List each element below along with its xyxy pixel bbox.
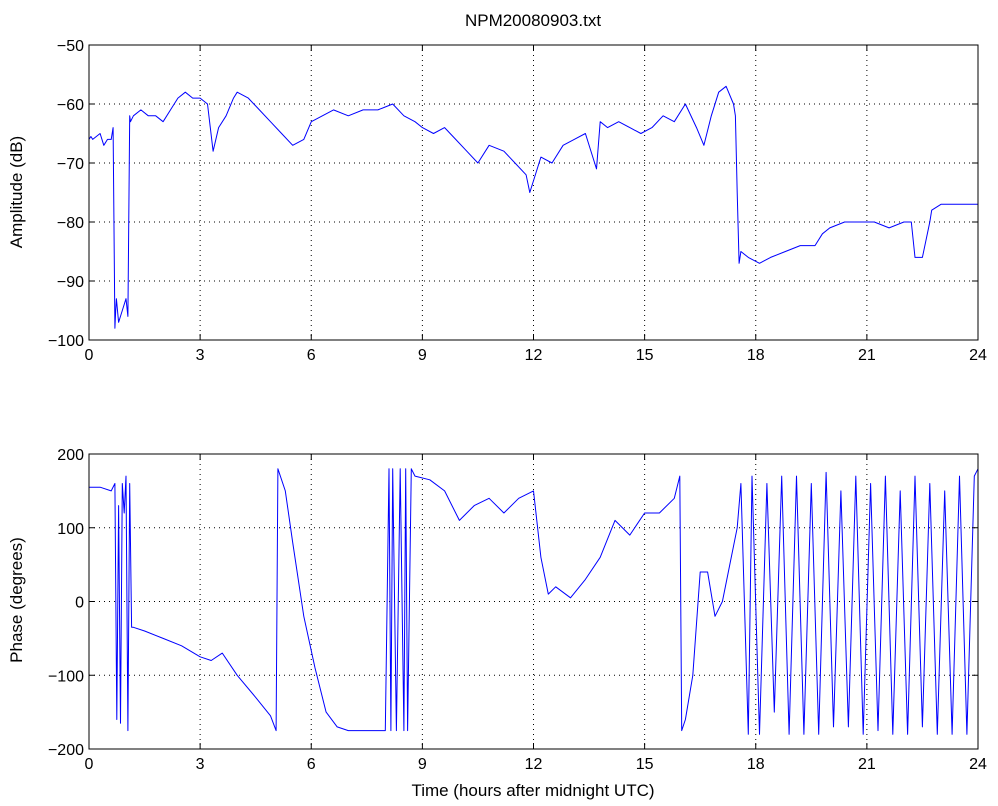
amplitude-x-tick-label: 0 — [85, 347, 94, 364]
amplitude-y-tick-label: −80 — [57, 215, 84, 232]
amplitude-x-tick-label: 12 — [525, 347, 543, 364]
phase-x-tick-label: 18 — [747, 756, 765, 773]
phase-x-tick-label: 12 — [525, 756, 543, 773]
phase-y-axis-label: Phase (degrees) — [7, 537, 26, 663]
chart-title: NPM20080903.txt — [465, 11, 601, 30]
amplitude-y-tick-label: −70 — [57, 156, 84, 173]
phase-y-tick-label: 0 — [75, 595, 84, 612]
amplitude-y-tick-label: −90 — [57, 274, 84, 291]
phase-series-line — [89, 468, 979, 735]
amplitude-panel: Amplitude (dB) 0 3 6 9 12 15 18 21 24 −100 −90 −80 −… — [7, 38, 987, 364]
phase-y-tick-label: −200 — [48, 742, 84, 759]
amplitude-x-tick-label: 6 — [307, 347, 316, 364]
phase-y-tick-label: −100 — [48, 668, 84, 685]
phase-x-tick-label: 21 — [858, 756, 876, 773]
phase-x-tick-label: 15 — [636, 756, 654, 773]
amplitude-series-line — [88, 85, 978, 329]
phase-y-tick-label: 200 — [57, 447, 84, 464]
amplitude-y-tick-label: −50 — [57, 38, 84, 55]
amplitude-x-tick-label: 15 — [636, 347, 654, 364]
amplitude-x-tick-label: 9 — [418, 347, 427, 364]
phase-x-axis-label: Time (hours after midnight UTC) — [411, 781, 654, 800]
phase-x-tick-label: 9 — [418, 756, 427, 773]
phase-x-tick-label: 0 — [85, 756, 94, 773]
amplitude-x-tick-label: 24 — [969, 347, 987, 364]
amplitude-y-tick-label: −60 — [57, 97, 84, 114]
amplitude-x-tick-label: 18 — [747, 347, 765, 364]
phase-x-tick-label: 24 — [969, 756, 987, 773]
phase-y-tick-label: 100 — [57, 521, 84, 538]
amplitude-x-tick-label: 3 — [196, 347, 205, 364]
phase-x-tick-label: 6 — [307, 756, 316, 773]
amplitude-y-axis-label: Amplitude (dB) — [7, 136, 26, 248]
amplitude-x-tick-label: 21 — [858, 347, 876, 364]
phase-panel: Phase (degrees) Time (hours after midnig… — [7, 447, 987, 800]
phase-x-tick-label: 3 — [196, 756, 205, 773]
amplitude-y-tick-label: −100 — [48, 333, 84, 350]
